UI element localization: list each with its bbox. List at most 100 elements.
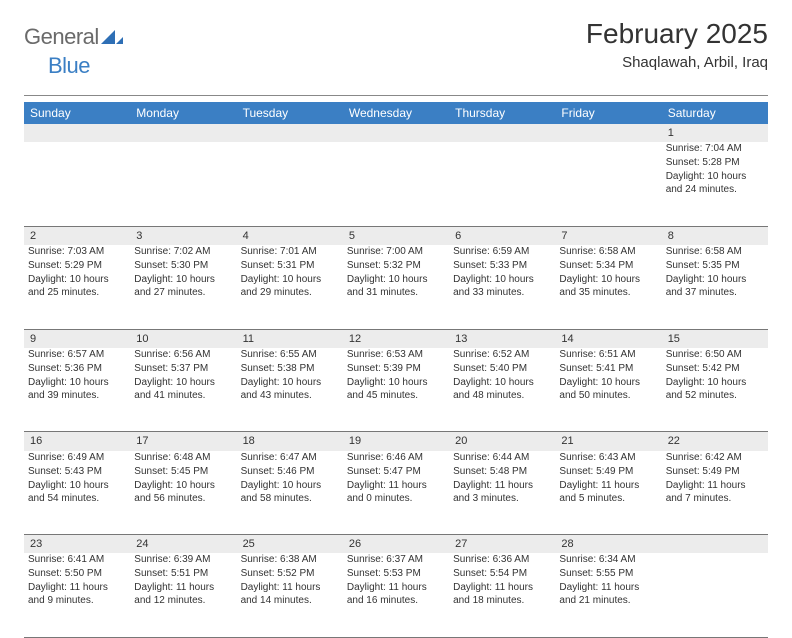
day-header: Tuesday	[237, 102, 343, 124]
day-cell-content: Sunrise: 7:00 AMSunset: 5:32 PMDaylight:…	[347, 245, 445, 299]
day-cell: Sunrise: 6:53 AMSunset: 5:39 PMDaylight:…	[343, 348, 449, 432]
day-info-line: Sunrise: 6:59 AM	[453, 245, 551, 258]
day-cell-content: Sunrise: 6:51 AMSunset: 5:41 PMDaylight:…	[559, 348, 657, 402]
day-cell: Sunrise: 6:49 AMSunset: 5:43 PMDaylight:…	[24, 451, 130, 535]
day-cell-content: Sunrise: 6:56 AMSunset: 5:37 PMDaylight:…	[134, 348, 232, 402]
day-number: 18	[237, 432, 343, 451]
day-cell	[555, 142, 661, 226]
day-cell-content: Sunrise: 6:46 AMSunset: 5:47 PMDaylight:…	[347, 451, 445, 505]
day-number: 23	[24, 535, 130, 554]
day-info-line: Daylight: 10 hours and 56 minutes.	[134, 479, 232, 505]
day-cell: Sunrise: 6:42 AMSunset: 5:49 PMDaylight:…	[662, 451, 768, 535]
day-info-line: Daylight: 11 hours and 9 minutes.	[28, 581, 126, 607]
day-info-line: Daylight: 10 hours and 31 minutes.	[347, 273, 445, 299]
day-info-line: Sunrise: 6:37 AM	[347, 553, 445, 566]
day-info-line: Sunset: 5:40 PM	[453, 362, 551, 375]
day-cell: Sunrise: 6:58 AMSunset: 5:34 PMDaylight:…	[555, 245, 661, 329]
day-info-line: Sunset: 5:46 PM	[241, 465, 339, 478]
day-info-line: Daylight: 10 hours and 33 minutes.	[453, 273, 551, 299]
day-info-line: Sunset: 5:43 PM	[28, 465, 126, 478]
day-number: 22	[662, 432, 768, 451]
day-info-line: Sunrise: 6:56 AM	[134, 348, 232, 361]
week-content-row: Sunrise: 7:04 AMSunset: 5:28 PMDaylight:…	[24, 142, 768, 226]
day-cell-content: Sunrise: 7:01 AMSunset: 5:31 PMDaylight:…	[241, 245, 339, 299]
day-info-line: Sunset: 5:55 PM	[559, 567, 657, 580]
day-info-line: Sunrise: 6:57 AM	[28, 348, 126, 361]
page-header: General Blue February 2025 Shaqlawah, Ar…	[24, 18, 768, 85]
day-cell-content: Sunrise: 6:49 AMSunset: 5:43 PMDaylight:…	[28, 451, 126, 505]
week-daynum-row: 2345678	[24, 226, 768, 245]
logo-word-blue: Blue	[48, 53, 90, 78]
day-info-line: Sunrise: 6:53 AM	[347, 348, 445, 361]
day-info-line: Daylight: 11 hours and 12 minutes.	[134, 581, 232, 607]
week-daynum-row: 232425262728	[24, 535, 768, 554]
day-cell: Sunrise: 6:41 AMSunset: 5:50 PMDaylight:…	[24, 553, 130, 637]
day-cell-content: Sunrise: 6:58 AMSunset: 5:34 PMDaylight:…	[559, 245, 657, 299]
day-cell: Sunrise: 6:52 AMSunset: 5:40 PMDaylight:…	[449, 348, 555, 432]
logo-word-general: General	[24, 24, 99, 49]
day-info-line: Daylight: 10 hours and 50 minutes.	[559, 376, 657, 402]
day-number	[343, 124, 449, 142]
day-number: 21	[555, 432, 661, 451]
day-info-line: Sunrise: 6:42 AM	[666, 451, 764, 464]
header-divider	[24, 95, 768, 96]
day-info-line: Sunset: 5:51 PM	[134, 567, 232, 580]
day-cell: Sunrise: 6:55 AMSunset: 5:38 PMDaylight:…	[237, 348, 343, 432]
day-info-line: Sunrise: 6:55 AM	[241, 348, 339, 361]
day-info-line: Sunset: 5:32 PM	[347, 259, 445, 272]
day-cell: Sunrise: 7:01 AMSunset: 5:31 PMDaylight:…	[237, 245, 343, 329]
page-title: February 2025	[586, 18, 768, 50]
day-cell-content: Sunrise: 6:42 AMSunset: 5:49 PMDaylight:…	[666, 451, 764, 505]
day-cell-content: Sunrise: 6:39 AMSunset: 5:51 PMDaylight:…	[134, 553, 232, 607]
day-cell: Sunrise: 6:43 AMSunset: 5:49 PMDaylight:…	[555, 451, 661, 535]
day-info-line: Daylight: 11 hours and 14 minutes.	[241, 581, 339, 607]
day-number	[662, 535, 768, 554]
day-info-line: Sunrise: 6:38 AM	[241, 553, 339, 566]
day-number: 4	[237, 226, 343, 245]
day-cell: Sunrise: 6:48 AMSunset: 5:45 PMDaylight:…	[130, 451, 236, 535]
day-info-line: Sunset: 5:33 PM	[453, 259, 551, 272]
day-cell-content: Sunrise: 6:48 AMSunset: 5:45 PMDaylight:…	[134, 451, 232, 505]
day-info-line: Daylight: 10 hours and 35 minutes.	[559, 273, 657, 299]
day-info-line: Sunrise: 6:49 AM	[28, 451, 126, 464]
day-cell-content: Sunrise: 6:47 AMSunset: 5:46 PMDaylight:…	[241, 451, 339, 505]
day-cell: Sunrise: 7:03 AMSunset: 5:29 PMDaylight:…	[24, 245, 130, 329]
calendar-body: 1Sunrise: 7:04 AMSunset: 5:28 PMDaylight…	[24, 124, 768, 637]
day-number: 8	[662, 226, 768, 245]
day-info-line: Sunrise: 6:34 AM	[559, 553, 657, 566]
day-cell	[237, 142, 343, 226]
day-number: 6	[449, 226, 555, 245]
day-number	[237, 124, 343, 142]
day-info-line: Daylight: 10 hours and 43 minutes.	[241, 376, 339, 402]
day-number: 20	[449, 432, 555, 451]
day-cell-content: Sunrise: 6:37 AMSunset: 5:53 PMDaylight:…	[347, 553, 445, 607]
day-cell-content: Sunrise: 6:52 AMSunset: 5:40 PMDaylight:…	[453, 348, 551, 402]
day-number: 25	[237, 535, 343, 554]
day-cell: Sunrise: 6:47 AMSunset: 5:46 PMDaylight:…	[237, 451, 343, 535]
day-cell: Sunrise: 6:34 AMSunset: 5:55 PMDaylight:…	[555, 553, 661, 637]
week-content-row: Sunrise: 7:03 AMSunset: 5:29 PMDaylight:…	[24, 245, 768, 329]
day-header: Sunday	[24, 102, 130, 124]
day-number: 3	[130, 226, 236, 245]
day-info-line: Sunrise: 6:41 AM	[28, 553, 126, 566]
day-cell	[449, 142, 555, 226]
day-cell	[662, 553, 768, 637]
day-cell: Sunrise: 6:56 AMSunset: 5:37 PMDaylight:…	[130, 348, 236, 432]
day-number: 16	[24, 432, 130, 451]
day-number: 5	[343, 226, 449, 245]
day-cell-content: Sunrise: 6:57 AMSunset: 5:36 PMDaylight:…	[28, 348, 126, 402]
day-info-line: Sunrise: 6:43 AM	[559, 451, 657, 464]
day-info-line: Sunrise: 6:50 AM	[666, 348, 764, 361]
day-number: 11	[237, 329, 343, 348]
week-daynum-row: 9101112131415	[24, 329, 768, 348]
day-cell-content: Sunrise: 6:38 AMSunset: 5:52 PMDaylight:…	[241, 553, 339, 607]
day-cell: Sunrise: 6:38 AMSunset: 5:52 PMDaylight:…	[237, 553, 343, 637]
day-cell-content: Sunrise: 7:03 AMSunset: 5:29 PMDaylight:…	[28, 245, 126, 299]
day-cell: Sunrise: 7:00 AMSunset: 5:32 PMDaylight:…	[343, 245, 449, 329]
day-info-line: Daylight: 10 hours and 24 minutes.	[666, 170, 764, 196]
day-cell: Sunrise: 6:59 AMSunset: 5:33 PMDaylight:…	[449, 245, 555, 329]
brand-logo: General Blue	[24, 18, 123, 85]
day-info-line: Daylight: 10 hours and 37 minutes.	[666, 273, 764, 299]
day-info-line: Sunset: 5:50 PM	[28, 567, 126, 580]
day-info-line: Sunrise: 7:04 AM	[666, 142, 764, 155]
